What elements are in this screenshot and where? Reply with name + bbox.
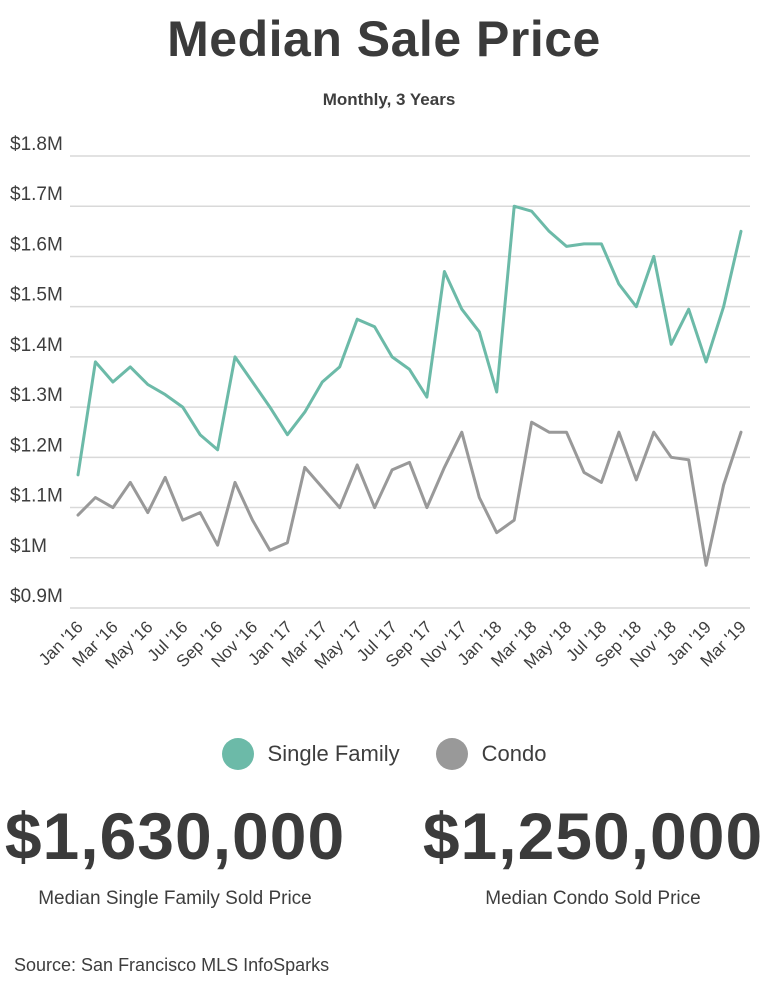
legend-swatch-condo — [435, 738, 468, 770]
y-tick-label: $0.9M — [10, 586, 63, 607]
legend-item-condo: Condo — [435, 738, 547, 770]
y-tick-label: $1.5M — [10, 285, 63, 306]
y-tick-label: $1.6M — [10, 234, 63, 255]
y-tick-label: $1.1M — [10, 486, 63, 507]
y-tick-label: $1.3M — [10, 385, 63, 406]
y-tick-label: $1.7M — [10, 184, 63, 205]
chart-title: Median Sale Price — [167, 11, 601, 67]
legend-label-condo: Condo — [481, 741, 547, 766]
series-line-condo — [76, 420, 743, 567]
chart-subtitle: Monthly, 3 Years — [322, 90, 456, 109]
line-chart: $0.9M $1M $1.1M $1.2M $1.3M $1.4M $1.5M $1.6M $1… — [10, 134, 750, 673]
y-tick-label: $1.2M — [10, 435, 63, 456]
legend: Single Family Condo — [0, 738, 768, 770]
condo-median-label: Median Condo Sold Price — [485, 888, 701, 909]
y-tick-label: $1M — [10, 536, 47, 557]
legend-swatch-single-family — [221, 738, 254, 770]
series-line-single-family — [76, 204, 743, 477]
legend-item-single-family: Single Family — [221, 738, 400, 770]
source-note: Source: San Francisco MLS InfoSparks — [14, 955, 330, 975]
y-tick-label: $1.4M — [10, 335, 63, 356]
y-tick-label: $1.8M — [10, 134, 63, 155]
condo-median-value: $1,250,000 — [422, 799, 764, 873]
legend-label-single-family: Single Family — [267, 741, 400, 766]
single-family-median-label: Median Single Family Sold Price — [38, 888, 312, 909]
single-family-median-value: $1,630,000 — [4, 799, 346, 873]
